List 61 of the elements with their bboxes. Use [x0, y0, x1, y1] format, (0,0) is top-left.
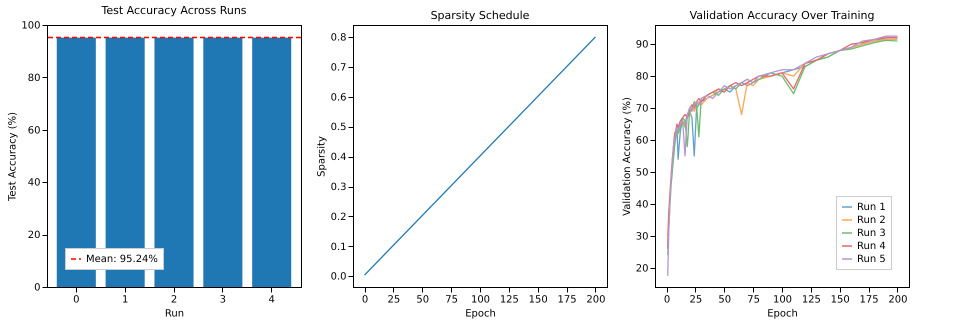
- y-tick-label: 0.1: [330, 242, 346, 253]
- legend-label: Run 1: [857, 202, 886, 213]
- y-axis-title: Validation Accuracy (%): [622, 97, 633, 216]
- x-axis-title: Epoch: [767, 308, 798, 320]
- y-tick-label: 0.2: [330, 212, 346, 223]
- y-tick-label: 40: [28, 178, 40, 189]
- x-tick-label: 125: [500, 294, 519, 306]
- x-axis-title: Run: [164, 308, 184, 320]
- y-tick-label: 0.3: [330, 182, 346, 194]
- x-tick-label: 175: [558, 294, 577, 306]
- y-tick-label: 0.4: [330, 152, 346, 164]
- x-axis-title: Epoch: [465, 308, 496, 320]
- y-tick-label: 0: [34, 282, 40, 294]
- y-tick-label: 70: [636, 104, 648, 115]
- x-tick-label: 150: [528, 294, 548, 306]
- y-tick-label: 0.7: [330, 62, 346, 74]
- y-tick-label: 0.5: [330, 122, 346, 134]
- chart-title: Validation Accuracy Over Training: [690, 9, 874, 22]
- y-tick-label: 100: [21, 20, 40, 32]
- x-tick-label: 50: [416, 294, 430, 306]
- y-tick-label: 80: [28, 72, 40, 84]
- x-tick-label: 75: [445, 294, 458, 306]
- legend-label: Run 2: [857, 215, 886, 226]
- x-tick-label: 1: [122, 294, 128, 306]
- x-tick-label: 0: [73, 294, 80, 306]
- y-tick-label: 30: [636, 231, 648, 242]
- x-tick-label: 75: [747, 294, 760, 306]
- x-tick-label: 200: [888, 294, 908, 306]
- y-tick-label: 90: [636, 40, 648, 51]
- y-tick-label: 20: [28, 230, 40, 242]
- x-tick-label: 100: [470, 294, 490, 306]
- x-tick-label: 0: [664, 294, 670, 306]
- x-tick-label: 3: [220, 294, 226, 306]
- x-tick-label: 100: [772, 294, 792, 306]
- x-tick-label: 150: [830, 294, 850, 306]
- y-tick-label: 60: [28, 125, 40, 136]
- legend-label: Mean: 95.24%: [86, 254, 158, 265]
- y-axis-title: Sparsity: [316, 136, 328, 177]
- y-tick-label: 0.6: [330, 92, 346, 104]
- x-tick-label: 25: [690, 294, 702, 306]
- y-axis-title: Test Accuracy (%): [7, 112, 18, 202]
- x-tick-label: 125: [802, 294, 821, 306]
- y-tick-label: 80: [636, 72, 648, 83]
- y-tick-label: 0.8: [330, 32, 346, 44]
- y-tick-label: 20: [636, 263, 648, 274]
- y-tick-label: 40: [636, 199, 648, 210]
- y-tick-label: 60: [636, 136, 648, 147]
- chart-title: Sparsity Schedule: [430, 9, 530, 22]
- chart-title: Test Accuracy Across Runs: [100, 4, 247, 17]
- legend-label: Run 4: [857, 241, 886, 252]
- x-tick-label: 2: [170, 294, 178, 306]
- legend-label: Run 5: [857, 254, 886, 265]
- x-tick-label: 0: [362, 294, 368, 306]
- y-tick-label: 50: [636, 167, 648, 178]
- x-tick-label: 200: [586, 294, 606, 306]
- x-tick-label: 50: [718, 294, 732, 306]
- x-tick-label: 175: [860, 294, 879, 306]
- x-tick-label: 4: [268, 294, 275, 306]
- y-tick-label: 0.0: [330, 272, 346, 283]
- legend-label: Run 3: [857, 228, 886, 239]
- x-tick-label: 25: [388, 294, 400, 306]
